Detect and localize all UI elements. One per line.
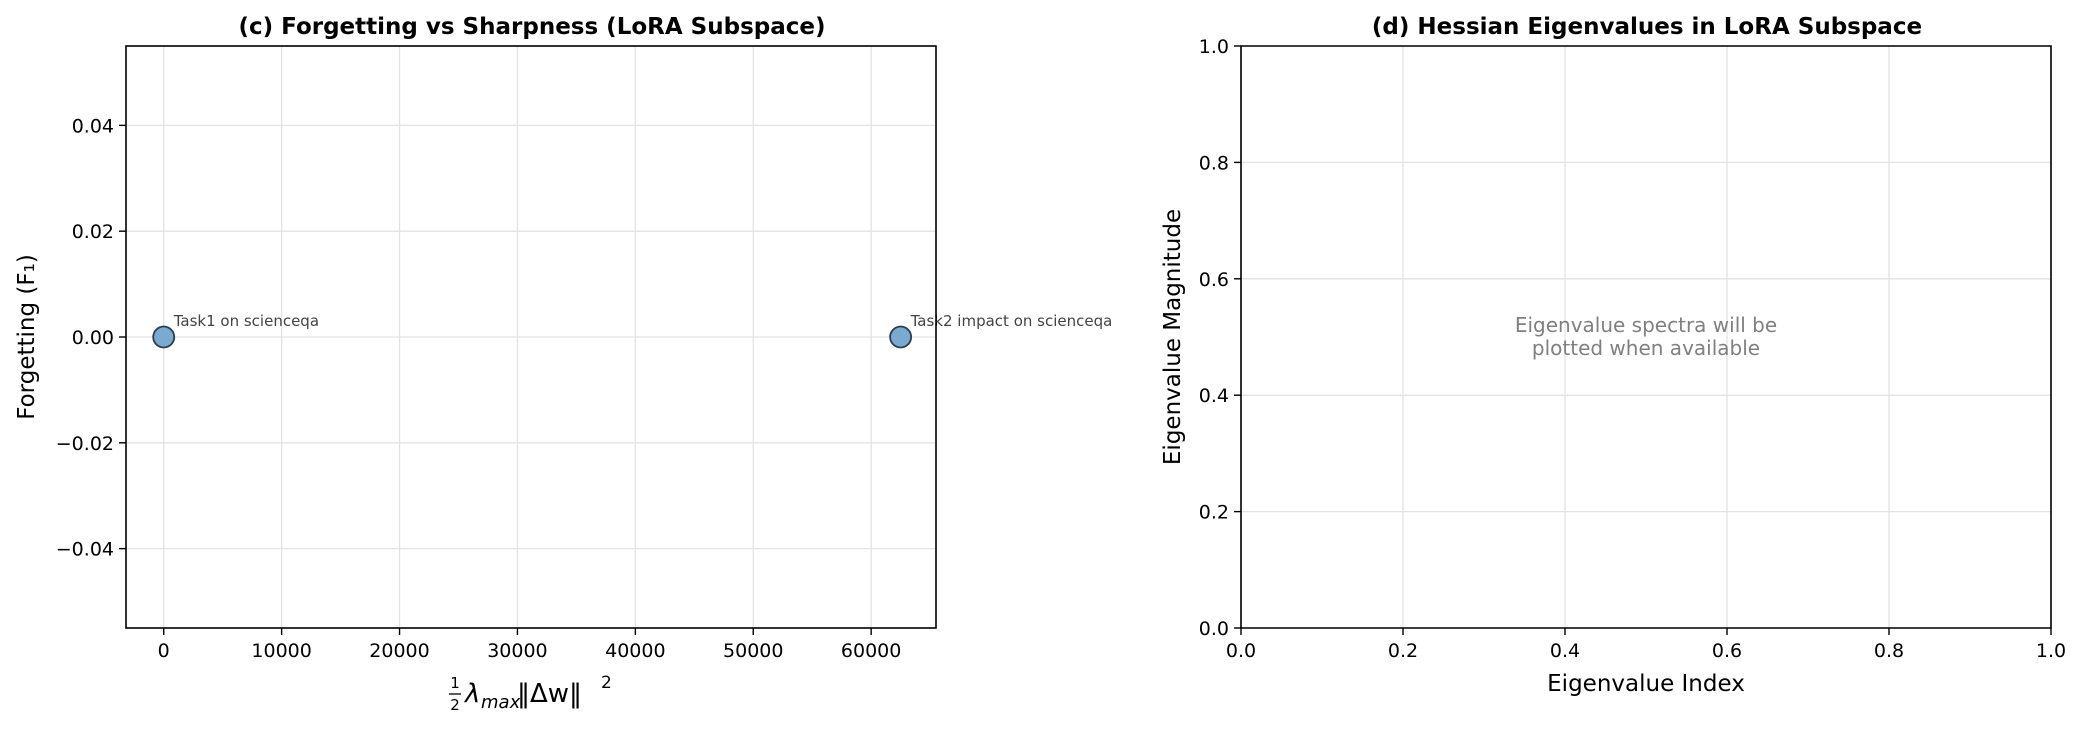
x-tick-label: 0.8 <box>1874 640 1904 662</box>
x-axis-label-d: Eigenvalue Index <box>1547 671 1745 697</box>
point-annotation: Task1 on scienceqa <box>173 312 319 330</box>
y-tick-label: 1.0 <box>1199 36 1229 58</box>
x-tick-label: 50000 <box>723 640 783 662</box>
y-tick-label: 0.4 <box>1199 385 1229 407</box>
x-label-lambda: λ <box>463 679 480 709</box>
chart-title-d: (d) Hessian Eigenvalues in LoRA Subspace <box>1372 14 1922 40</box>
ticks-d: 0.0 0.2 0.4 0.6 0.8 1.0 0.0 0.2 0.4 0.6 0.8 1.0 <box>1199 36 2066 662</box>
x-tick-label: 30000 <box>487 640 547 662</box>
x-tick-label: 0.6 <box>1712 640 1742 662</box>
scatter-point <box>152 325 176 349</box>
y-tick-label: −0.02 <box>56 433 114 455</box>
placeholder-line-1: Eigenvalue spectra will be <box>1515 313 1777 337</box>
x-tick-label: 0 <box>158 640 170 662</box>
y-tick-label: 0.2 <box>1199 502 1229 524</box>
x-tick-label: 60000 <box>841 640 901 662</box>
panel-hessian-eigenvalues: (d) Hessian Eigenvalues in LoRA Subspace… <box>1160 14 2066 697</box>
y-tick-label: 0.02 <box>72 221 114 243</box>
y-tick-label: 0.6 <box>1199 269 1229 291</box>
y-tick-label: 0.8 <box>1199 152 1229 174</box>
plot-frame-d <box>1240 45 2052 629</box>
y-tick-label: 0.04 <box>72 115 114 137</box>
x-tick-label: 0.0 <box>1226 640 1256 662</box>
y-axis-label-c: Forgetting (F₁) <box>14 254 40 420</box>
x-tick-label: 0.4 <box>1550 640 1580 662</box>
x-label-superscript: 2 <box>601 673 612 693</box>
y-tick-label: 0.00 <box>72 327 114 349</box>
chart-title-c: (c) Forgetting vs Sharpness (LoRA Subspa… <box>239 14 826 40</box>
x-label-subscript: max <box>481 692 521 713</box>
x-axis-label-c: 1 2 λ max ‖Δw‖ 2 <box>449 673 612 714</box>
y-tick-label: −0.04 <box>56 539 114 561</box>
point-annotation: Task2 impact on scienceqa <box>910 312 1113 330</box>
grid-c <box>126 46 936 628</box>
panel-forgetting-vs-sharpness: (c) Forgetting vs Sharpness (LoRA Subspa… <box>14 14 1112 714</box>
x-tick-label: 10000 <box>251 640 311 662</box>
plot-frame-c <box>125 45 937 629</box>
x-tick-label: 20000 <box>369 640 429 662</box>
x-label-fraction-denominator: 2 <box>450 696 460 714</box>
x-label-fraction-numerator: 1 <box>450 674 460 692</box>
points-c: Task1 on scienceqa Task2 impact on scienc… <box>152 312 1113 349</box>
x-tick-label: 40000 <box>605 640 665 662</box>
x-tick-label: 1.0 <box>2036 640 2066 662</box>
ticks-c: 0 10000 20000 30000 40000 50000 60000 0.04 0.02 0… <box>56 115 902 662</box>
placeholder-line-2: plotted when available <box>1532 336 1760 360</box>
x-label-norm: ‖Δw‖ <box>517 679 582 709</box>
scatter-point <box>889 325 913 349</box>
x-tick-label: 0.2 <box>1388 640 1418 662</box>
y-axis-label-d: Eigenvalue Magnitude <box>1160 209 1186 465</box>
y-tick-label: 0.0 <box>1199 618 1229 640</box>
